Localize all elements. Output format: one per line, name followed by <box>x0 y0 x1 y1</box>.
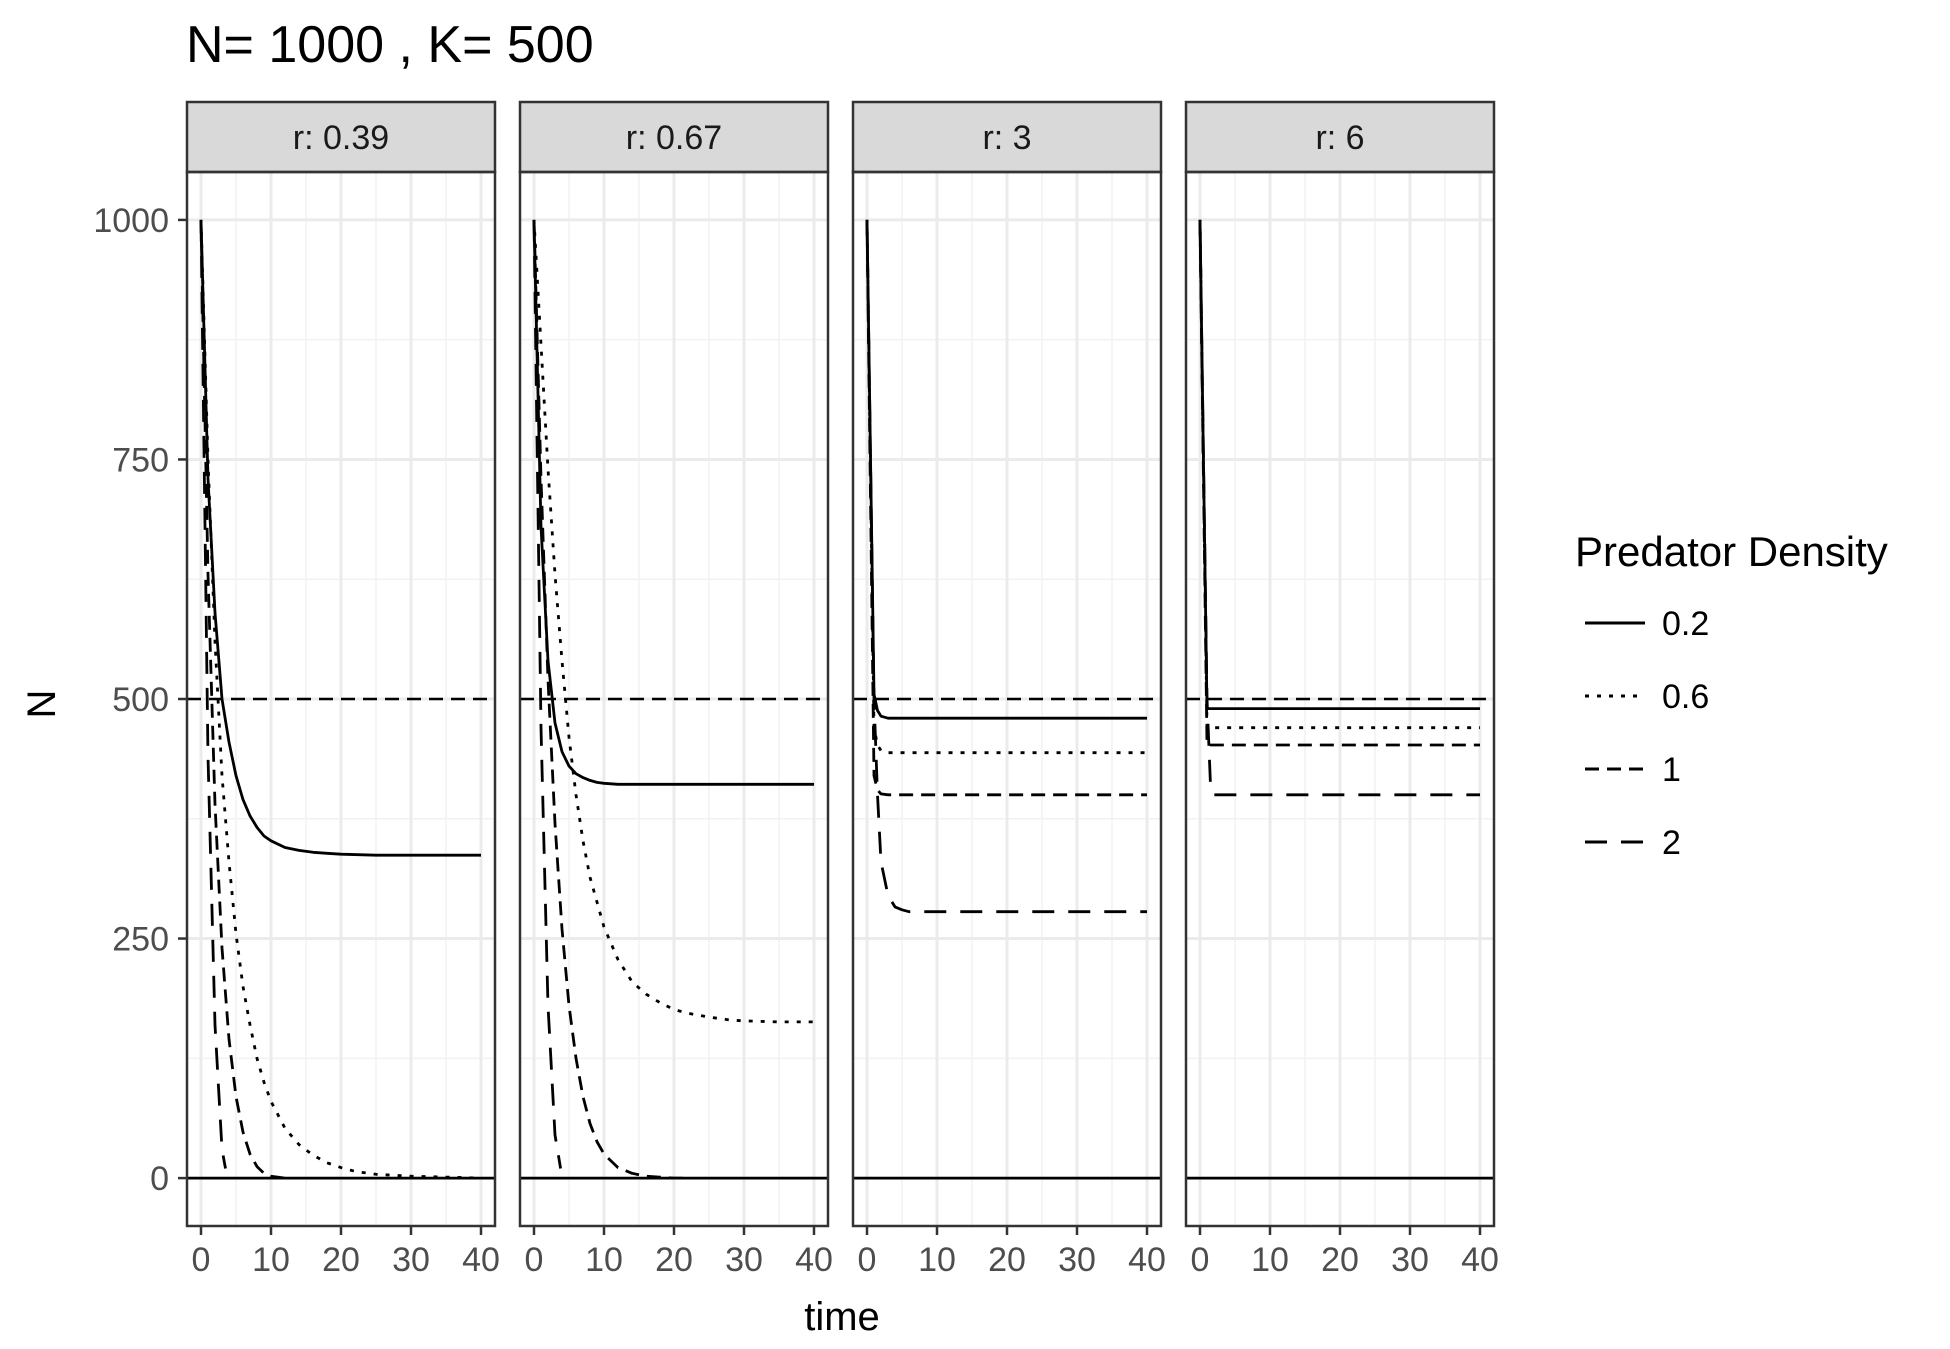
facet-strip <box>1184 100 1496 174</box>
series-line-1 <box>532 219 688 1180</box>
y-tick-label: 1000 <box>93 202 169 240</box>
x-tick-label: 30 <box>725 1241 763 1279</box>
y-axis-title: N <box>20 690 64 719</box>
facet-panel-4: r: 6 <box>1184 100 1496 1235</box>
legend-label: 0.2 <box>1662 605 1709 643</box>
y-tick-label: 250 <box>112 921 169 959</box>
x-tick-label: 40 <box>1461 1241 1499 1279</box>
facet-strip <box>185 100 497 174</box>
x-axis-tick-labels: 0 10 20 30 40 0 10 20 30 40 0 10 20 30 40 0 10 20 30 40 <box>192 1241 1499 1279</box>
facet-strip-label: r: 6 <box>1315 119 1364 157</box>
legend-entries: 0.2 0.6 1 2 <box>1585 605 1709 862</box>
facet-panel-1: r: 0.39 <box>185 100 497 1235</box>
x-axis-title: time <box>804 1295 880 1339</box>
legend-title: Predator Density <box>1575 528 1888 575</box>
series-line-1 <box>865 219 1147 797</box>
facet-panels: r: 0.39 r: 0.67 r: 3 r: 6 <box>185 100 1496 1235</box>
x-tick-label: 10 <box>585 1241 623 1279</box>
x-tick-label: 0 <box>858 1241 877 1279</box>
legend-label: 1 <box>1662 751 1681 789</box>
facet-strip <box>851 100 1163 174</box>
facet-panel-2: r: 0.67 <box>518 100 830 1235</box>
y-axis-tick-labels: 0 250 500 750 1000 <box>93 202 187 1198</box>
chart-title: N= 1000 , K= 500 <box>186 16 594 74</box>
x-tick-label: 20 <box>322 1241 360 1279</box>
facet-strip-label: r: 0.67 <box>626 119 722 157</box>
series-line-2 <box>199 219 227 1169</box>
y-tick-label: 750 <box>112 441 169 479</box>
legend: Predator Density 0.2 0.6 1 2 <box>1575 528 1888 862</box>
series-line-0.2 <box>865 219 1147 720</box>
x-tick-label: 30 <box>1391 1241 1429 1279</box>
x-tick-label: 10 <box>252 1241 290 1279</box>
series-line-0.6 <box>532 219 814 1024</box>
x-tick-label: 40 <box>795 1241 833 1279</box>
facet-strip <box>518 100 830 174</box>
x-tick-label: 10 <box>1251 1241 1289 1279</box>
x-tick-label: 0 <box>192 1241 211 1279</box>
x-tick-label: 30 <box>392 1241 430 1279</box>
facet-panel-3: r: 3 <box>851 100 1163 1235</box>
x-tick-label: 20 <box>1321 1241 1359 1279</box>
series-line-0.2 <box>532 219 814 786</box>
x-tick-label: 40 <box>1128 1241 1166 1279</box>
series-line-0.2 <box>199 219 481 857</box>
x-tick-label: 0 <box>1191 1241 1210 1279</box>
series-line-2 <box>865 219 1147 914</box>
legend-label: 2 <box>1662 824 1681 862</box>
series-line-2 <box>1198 219 1480 797</box>
x-tick-label: 10 <box>918 1241 956 1279</box>
series-line-1 <box>1198 219 1480 747</box>
y-tick-label: 500 <box>112 681 169 719</box>
y-tick-label: 0 <box>150 1160 169 1198</box>
x-tick-label: 0 <box>525 1241 544 1279</box>
legend-label: 0.6 <box>1662 678 1709 716</box>
facet-strip-label: r: 0.39 <box>293 119 389 157</box>
x-tick-label: 20 <box>988 1241 1026 1279</box>
facet-strip-label: r: 3 <box>982 119 1031 157</box>
x-tick-label: 20 <box>655 1241 693 1279</box>
x-tick-label: 40 <box>462 1241 500 1279</box>
x-tick-label: 30 <box>1058 1241 1096 1279</box>
series-line-2 <box>532 219 562 1169</box>
